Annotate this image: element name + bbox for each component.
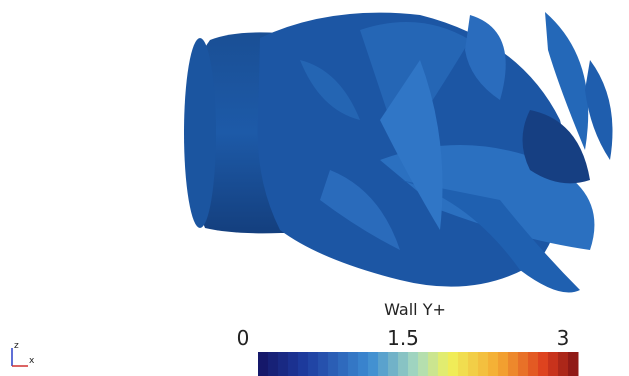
- colorbar-segment: [408, 352, 419, 376]
- axes-triad: z x: [12, 341, 35, 366]
- colorbar-segment: [258, 352, 269, 376]
- colorbar-segment: [368, 352, 379, 376]
- colorbar-segment: [388, 352, 399, 376]
- colorbar-segment: [528, 352, 539, 376]
- colorbar-segment: [548, 352, 559, 376]
- colorbar-segment: [558, 352, 569, 376]
- colorbar-segment: [378, 352, 389, 376]
- colorbar-segment: [338, 352, 349, 376]
- colorbar-segment: [488, 352, 499, 376]
- colorbar-segment: [278, 352, 289, 376]
- colorbar-tick-label: 3: [557, 326, 570, 350]
- colorbar-segment: [328, 352, 339, 376]
- impeller-model: [184, 12, 613, 293]
- colorbar-segment: [508, 352, 519, 376]
- colorbar-segment: [498, 352, 509, 376]
- colorbar-segment: [358, 352, 369, 376]
- z-label: z: [14, 341, 19, 351]
- colorbar-title: Wall Y+: [384, 300, 446, 319]
- colorbar-tick-label: 0: [237, 326, 250, 350]
- colorbar-segment: [518, 352, 529, 376]
- colorbar-segment: [468, 352, 479, 376]
- page: Wall Y+ z x 01.53 (() => { const data = …: [0, 0, 629, 376]
- colorbar-segment: [478, 352, 489, 376]
- render-view: Wall Y+ z x 0 1.5 3: [0, 0, 629, 376]
- colorbar-segment: [428, 352, 439, 376]
- colorbar-segment: [568, 352, 579, 376]
- x-label: x: [29, 356, 35, 366]
- colorbar-segment: [458, 352, 469, 376]
- colorbar-segment: [348, 352, 359, 376]
- colorbar-segment: [538, 352, 549, 376]
- colorbar-segment: [438, 352, 449, 376]
- colorbar-segment: [268, 352, 279, 376]
- colorbar-segment: [448, 352, 459, 376]
- colorbar: [258, 352, 579, 376]
- colorbar-segment: [418, 352, 429, 376]
- colorbar-segment: [318, 352, 329, 376]
- colorbar-tick-label: 1.5: [387, 326, 419, 350]
- colorbar-segment: [298, 352, 309, 376]
- colorbar-segment: [398, 352, 409, 376]
- colorbar-segment: [308, 352, 319, 376]
- colorbar-segment: [288, 352, 299, 376]
